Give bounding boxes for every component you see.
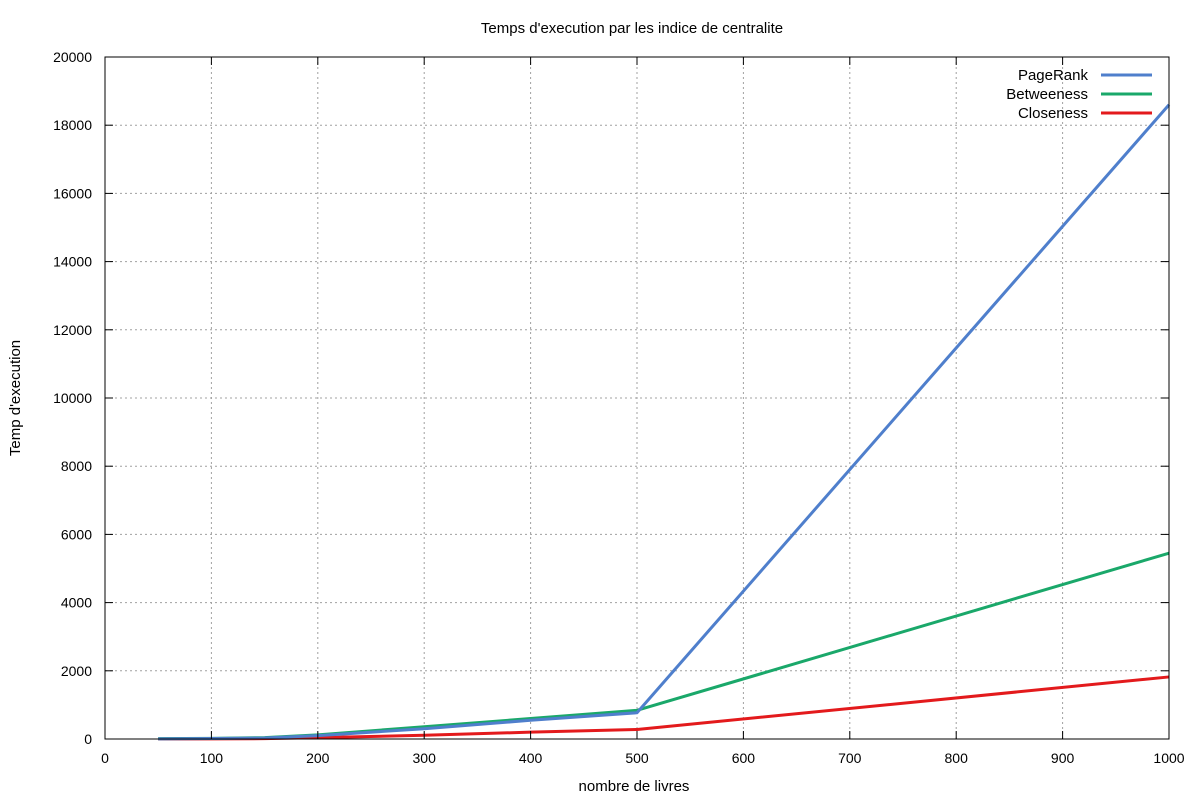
ticks: 0 100 200 300 400 500 600 700 800 900 100002000400… bbox=[53, 49, 1185, 766]
legend-label-betweeness: Betweeness bbox=[1006, 86, 1088, 103]
series-lines bbox=[158, 103, 1171, 741]
series-line-pagerank bbox=[158, 103, 1171, 741]
y-tick-label: 16000 bbox=[53, 185, 92, 201]
x-tick-label: 300 bbox=[413, 750, 437, 766]
y-tick-label: 6000 bbox=[61, 526, 92, 542]
y-tick-label: 14000 bbox=[53, 254, 92, 270]
x-tick-label: 700 bbox=[838, 750, 862, 766]
grid bbox=[105, 57, 1169, 739]
x-axis-label: nombre de livres bbox=[579, 778, 690, 795]
x-tick-label: 400 bbox=[519, 750, 543, 766]
series-line-betweeness bbox=[158, 551, 1170, 741]
y-tick-label: 2000 bbox=[61, 663, 92, 679]
legend-label-pagerank: PageRank bbox=[1018, 67, 1089, 84]
x-tick-label: 0 bbox=[101, 750, 109, 766]
x-tick-label: 900 bbox=[1051, 750, 1075, 766]
x-tick-label: 600 bbox=[732, 750, 756, 766]
x-tick-label: 1000 bbox=[1153, 750, 1184, 766]
chart-title: Temps d'execution par les indice de cent… bbox=[481, 20, 783, 37]
y-tick-label: 18000 bbox=[53, 117, 92, 133]
y-tick-label: 12000 bbox=[53, 322, 92, 338]
y-tick-label: 0 bbox=[84, 731, 92, 747]
y-tick-label: 4000 bbox=[61, 595, 92, 611]
y-tick-label: 8000 bbox=[61, 458, 92, 474]
y-tick-label: 10000 bbox=[53, 390, 92, 406]
x-tick-label: 200 bbox=[306, 750, 330, 766]
series-line-closeness bbox=[158, 675, 1170, 741]
y-axis-label: Temp d'execution bbox=[7, 340, 24, 456]
y-tick-label: 20000 bbox=[53, 49, 92, 65]
legend-label-closeness: Closeness bbox=[1018, 105, 1088, 122]
legend: PageRank Betweeness Closeness bbox=[1006, 67, 1152, 122]
x-tick-label: 100 bbox=[200, 750, 224, 766]
x-tick-label: 500 bbox=[625, 750, 649, 766]
x-tick-label: 800 bbox=[945, 750, 969, 766]
